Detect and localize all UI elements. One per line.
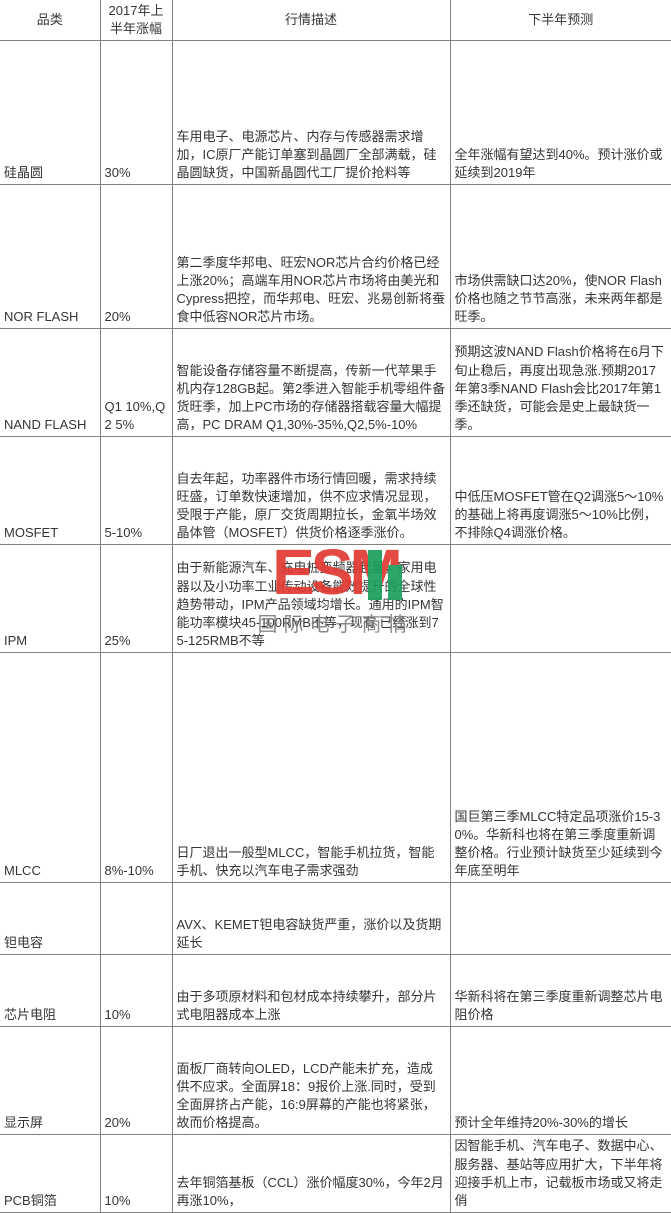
- cell-category: 显示屏: [0, 1027, 100, 1135]
- cell-pred: [450, 545, 671, 653]
- cell-h1: [100, 883, 172, 955]
- cell-h1: 5-10%: [100, 437, 172, 545]
- cell-pred: [450, 883, 671, 955]
- cell-h1: 20%: [100, 185, 172, 329]
- table-row: MOSFET 5-10% 自去年起，功率器件市场行情回暖，需求持续旺盛，订单数快…: [0, 437, 671, 545]
- cell-pred: 市场供需缺口达20%，使NOR Flash价格也随之节节高涨，未来两年都是旺季。: [450, 185, 671, 329]
- cell-market: 车用电子、电源芯片、内存与传感器需求增加，IC原厂产能订单塞到晶圆厂全部满载，硅…: [172, 41, 450, 185]
- cell-pred: 华新科将在第三季度重新调整芯片电阻价格: [450, 955, 671, 1027]
- cell-pred: 国巨第三季MLCC特定品项涨价15-30%。华新科也将在第三季度重新调整价格。行…: [450, 653, 671, 883]
- cell-pred: 中低压MOSFET管在Q2调涨5～10%的基础上将再度调涨5～10%比例，不排除…: [450, 437, 671, 545]
- table-row: 芯片电阻 10% 由于多项原材料和包材成本持续攀升，部分片式电阻器成本上涨 华新…: [0, 955, 671, 1027]
- col-h2-pred: 下半年预测: [450, 0, 671, 41]
- table-row: MLCC 8%-10% 日厂退出一般型MLCC，智能手机拉货，智能手机、快充以汽…: [0, 653, 671, 883]
- cell-pred: 预期这波NAND Flash价格将在6月下旬止稳后，再度出现急涨.预期2017年…: [450, 329, 671, 437]
- cell-category: NOR FLASH: [0, 185, 100, 329]
- cell-market: 自去年起，功率器件市场行情回暖，需求持续旺盛，订单数快速增加，供不应求情况显现，…: [172, 437, 450, 545]
- cell-h1: 25%: [100, 545, 172, 653]
- cell-market: 由于新能源汽车、充电桩变频器起量，家用电器以及小功率工业传动设备能效提升的全球性…: [172, 545, 450, 653]
- cell-category: 钽电容: [0, 883, 100, 955]
- cell-category: MLCC: [0, 653, 100, 883]
- cell-pred: 全年涨幅有望达到40%。预计涨价或延续到2019年: [450, 41, 671, 185]
- cell-market: 智能设备存储容量不断提高，传新一代苹果手机内存128GB起。第2季进入智能手机零…: [172, 329, 450, 437]
- col-market: 行情描述: [172, 0, 450, 41]
- cell-h1: 8%-10%: [100, 653, 172, 883]
- table-row: PCB铜箔 10% 去年铜箔基板（CCL）涨价幅度30%，今年2月再涨10%， …: [0, 1135, 671, 1213]
- table-row: 硅晶圆 30% 车用电子、电源芯片、内存与传感器需求增加，IC原厂产能订单塞到晶…: [0, 41, 671, 185]
- cell-market: 去年铜箔基板（CCL）涨价幅度30%，今年2月再涨10%，: [172, 1135, 450, 1213]
- cell-h1: Q1 10%,Q2 5%: [100, 329, 172, 437]
- cell-category: 硅晶圆: [0, 41, 100, 185]
- cell-h1: 30%: [100, 41, 172, 185]
- header-row: 品类 2017年上半年涨幅 行情描述 下半年预测: [0, 0, 671, 41]
- cell-category: IPM: [0, 545, 100, 653]
- cell-category: NAND FLASH: [0, 329, 100, 437]
- cell-pred: 因智能手机、汽车电子、数据中心、服务器、基站等应用扩大，下半年将迎接手机上市，记…: [450, 1135, 671, 1213]
- col-h1-rise: 2017年上半年涨幅: [100, 0, 172, 41]
- cell-category: 芯片电阻: [0, 955, 100, 1027]
- col-category: 品类: [0, 0, 100, 41]
- table-row: NAND FLASH Q1 10%,Q2 5% 智能设备存储容量不断提高，传新一…: [0, 329, 671, 437]
- cell-category: PCB铜箔: [0, 1135, 100, 1213]
- cell-market: 由于多项原材料和包材成本持续攀升，部分片式电阻器成本上涨: [172, 955, 450, 1027]
- cell-market: AVX、KEMET钽电容缺货严重，涨价以及货期延长: [172, 883, 450, 955]
- cell-pred: 预计全年维持20%-30%的增长: [450, 1027, 671, 1135]
- cell-market: 日厂退出一般型MLCC，智能手机拉货，智能手机、快充以汽车电子需求强劲: [172, 653, 450, 883]
- cell-market: 第二季度华邦电、旺宏NOR芯片合约价格已经上涨20%；高端车用NOR芯片市场将由…: [172, 185, 450, 329]
- cell-h1: 10%: [100, 1135, 172, 1213]
- price-table: 品类 2017年上半年涨幅 行情描述 下半年预测 硅晶圆 30% 车用电子、电源…: [0, 0, 671, 1213]
- cell-market: 面板厂商转向OLED，LCD产能未扩充，造成供不应求。全面屏18：9报价上涨.同…: [172, 1027, 450, 1135]
- cell-h1: 10%: [100, 955, 172, 1027]
- table-row: 显示屏 20% 面板厂商转向OLED，LCD产能未扩充，造成供不应求。全面屏18…: [0, 1027, 671, 1135]
- table-row: IPM 25% 由于新能源汽车、充电桩变频器起量，家用电器以及小功率工业传动设备…: [0, 545, 671, 653]
- table-row: 钽电容 AVX、KEMET钽电容缺货严重，涨价以及货期延长: [0, 883, 671, 955]
- cell-category: MOSFET: [0, 437, 100, 545]
- cell-h1: 20%: [100, 1027, 172, 1135]
- table-row: NOR FLASH 20% 第二季度华邦电、旺宏NOR芯片合约价格已经上涨20%…: [0, 185, 671, 329]
